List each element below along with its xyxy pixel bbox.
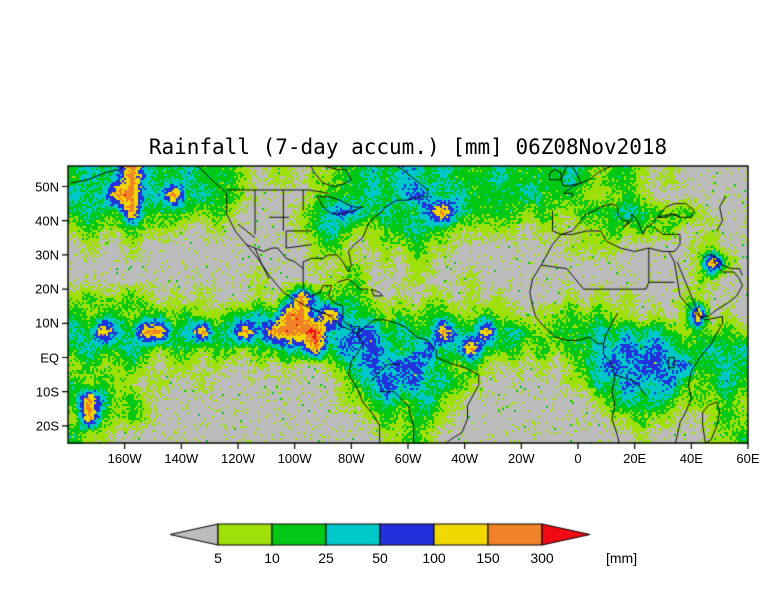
chart-title: Rainfall (7-day accum.) [mm] 06Z08Nov201… [148,135,668,159]
